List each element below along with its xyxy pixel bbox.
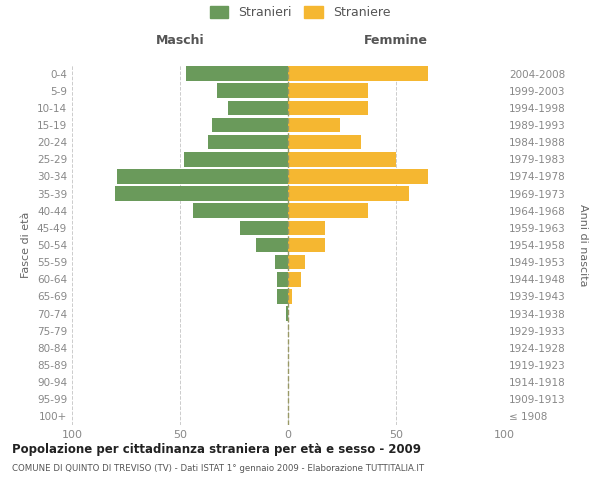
Text: Femmine: Femmine — [364, 34, 428, 48]
Bar — [288, 66, 428, 81]
Bar — [288, 186, 409, 201]
Bar — [193, 204, 288, 218]
Bar — [288, 204, 368, 218]
Bar — [288, 289, 292, 304]
Bar — [115, 186, 288, 201]
Bar — [208, 135, 288, 150]
Text: Maschi: Maschi — [155, 34, 205, 48]
Y-axis label: Anni di nascita: Anni di nascita — [578, 204, 588, 286]
Bar — [241, 220, 288, 235]
Bar — [288, 220, 325, 235]
Y-axis label: Fasce di età: Fasce di età — [22, 212, 31, 278]
Bar — [286, 306, 288, 321]
Bar — [288, 100, 368, 115]
Bar — [288, 84, 368, 98]
Text: COMUNE DI QUINTO DI TREVISO (TV) - Dati ISTAT 1° gennaio 2009 - Elaborazione TUT: COMUNE DI QUINTO DI TREVISO (TV) - Dati … — [12, 464, 424, 473]
Bar — [288, 152, 396, 166]
Bar — [118, 169, 288, 184]
Legend: Stranieri, Straniere: Stranieri, Straniere — [209, 6, 391, 19]
Bar — [288, 272, 301, 286]
Bar — [184, 152, 288, 166]
Bar — [288, 169, 428, 184]
Bar — [277, 289, 288, 304]
Text: Popolazione per cittadinanza straniera per età e sesso - 2009: Popolazione per cittadinanza straniera p… — [12, 442, 421, 456]
Bar — [277, 272, 288, 286]
Bar — [288, 238, 325, 252]
Bar — [275, 255, 288, 270]
Bar — [227, 100, 288, 115]
Bar — [288, 135, 361, 150]
Bar — [256, 238, 288, 252]
Bar — [212, 118, 288, 132]
Bar — [187, 66, 288, 81]
Bar — [217, 84, 288, 98]
Bar — [288, 255, 305, 270]
Bar — [288, 118, 340, 132]
